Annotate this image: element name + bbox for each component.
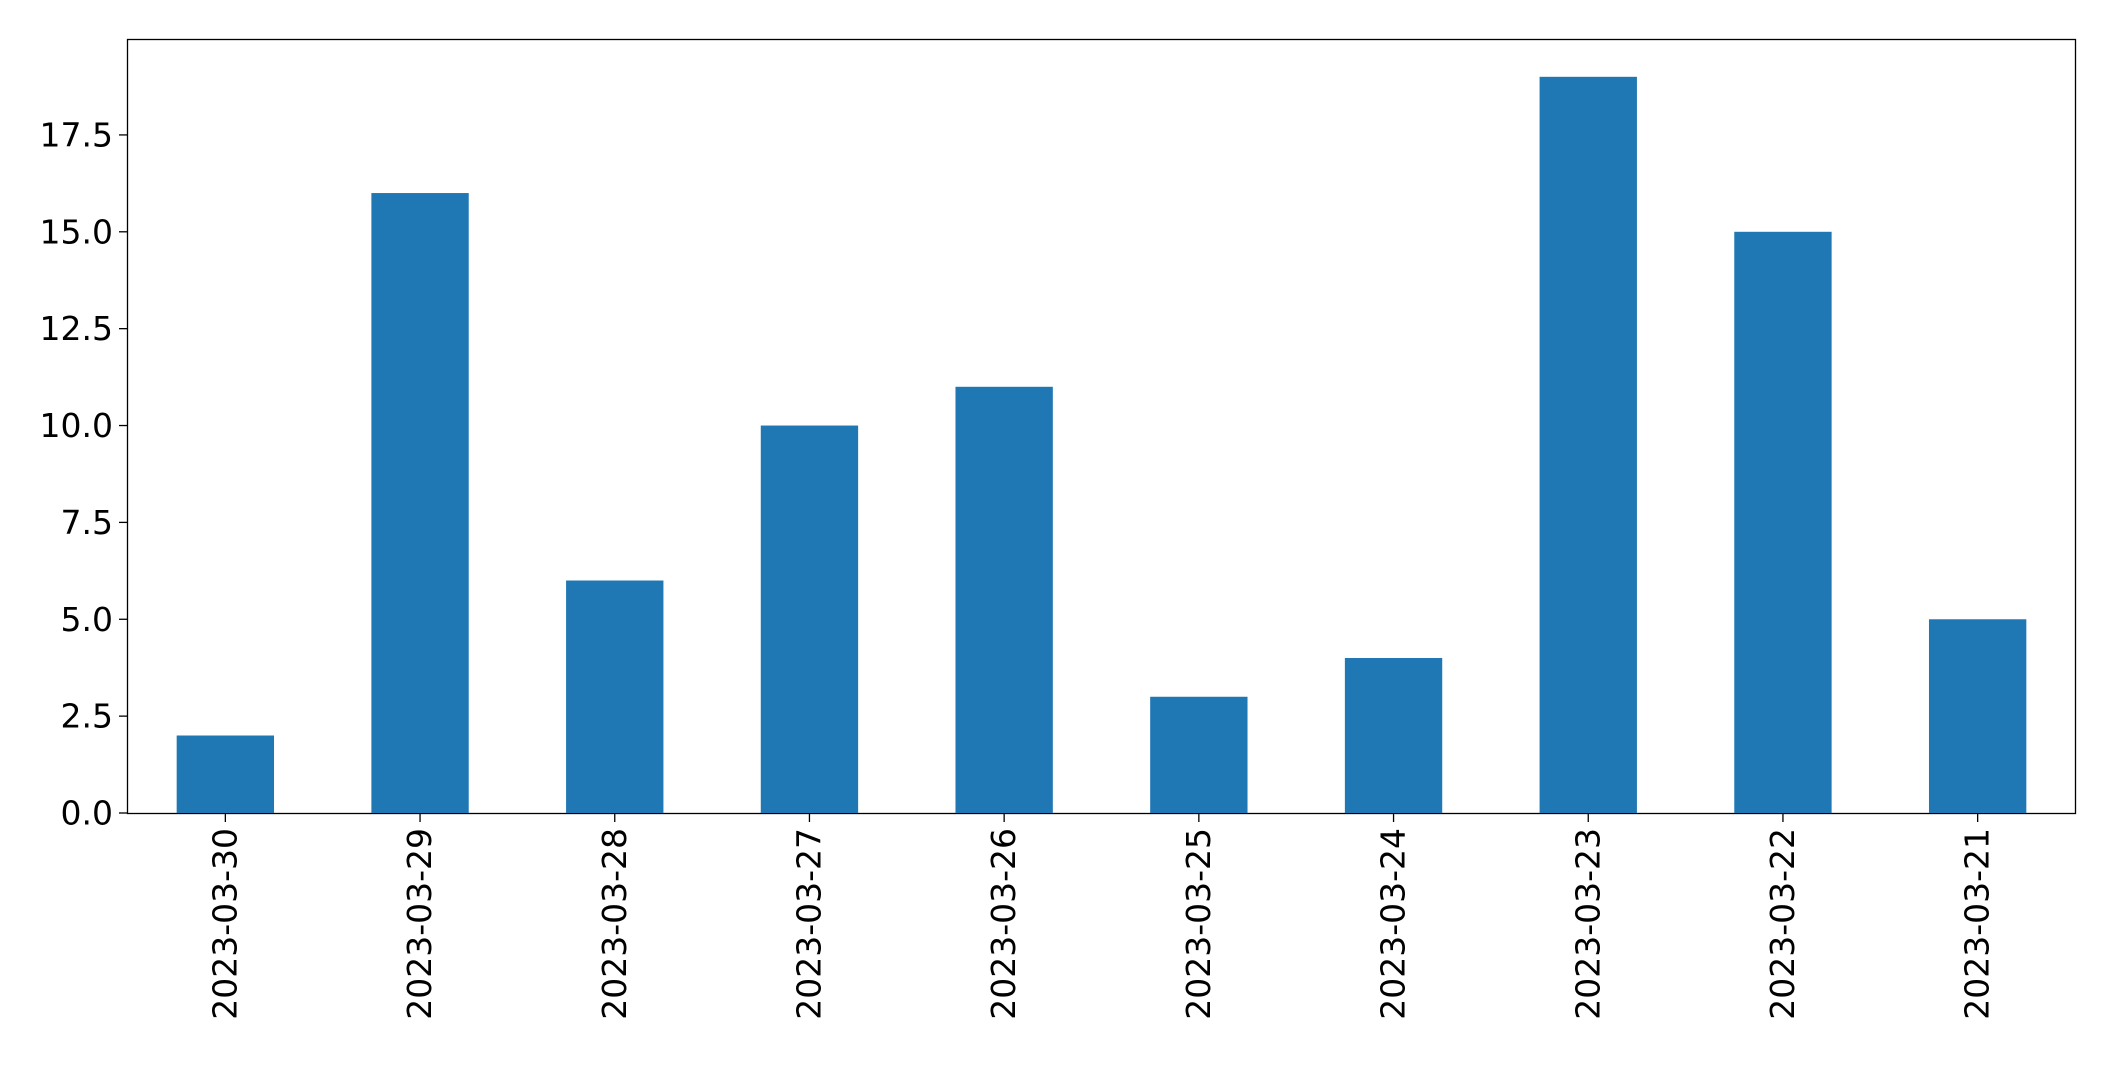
bars-layer — [176, 76, 2027, 814]
bar — [955, 386, 1053, 813]
y-tick-label: 7.5 — [61, 503, 113, 542]
y-tick-label: 12.5 — [40, 309, 113, 348]
y-tick-label: 5.0 — [61, 600, 113, 639]
x-tick-label: 2023-03-25 — [1179, 828, 1218, 1020]
bar — [760, 425, 859, 813]
x-tick-label: 2023-03-23 — [1568, 828, 1607, 1020]
y-tick-label: 15.0 — [40, 212, 113, 251]
x-tick-label: 2023-03-22 — [1763, 828, 1802, 1020]
bar — [1928, 619, 2027, 813]
y-axis: 0.0 2.5 5.0 7.5 10.0 12.5 15.0 17.5 — [40, 115, 128, 833]
bar — [176, 735, 275, 813]
x-tick-label: 2023-03-26 — [984, 828, 1023, 1020]
x-tick-label: 2023-03-27 — [789, 828, 828, 1020]
bar — [1539, 76, 1637, 814]
x-tick-label: 2023-03-21 — [1958, 828, 1997, 1020]
x-tick-label: 2023-03-29 — [400, 828, 439, 1020]
y-tick-label: 0.0 — [61, 794, 113, 833]
x-tick-label: 2023-03-30 — [205, 828, 244, 1020]
bar — [566, 580, 664, 813]
y-tick-label: 17.5 — [40, 115, 113, 154]
bar — [1150, 696, 1248, 813]
bar — [1344, 658, 1443, 813]
y-tick-label: 10.0 — [40, 406, 113, 445]
bar — [371, 193, 469, 814]
y-tick-label: 2.5 — [61, 697, 113, 736]
x-tick-label: 2023-03-24 — [1374, 828, 1413, 1020]
x-axis: 2023-03-30 2023-03-29 2023-03-28 2023-03-27… — [205, 813, 1997, 1020]
x-tick-label: 2023-03-28 — [595, 828, 634, 1020]
bar — [1734, 231, 1832, 813]
